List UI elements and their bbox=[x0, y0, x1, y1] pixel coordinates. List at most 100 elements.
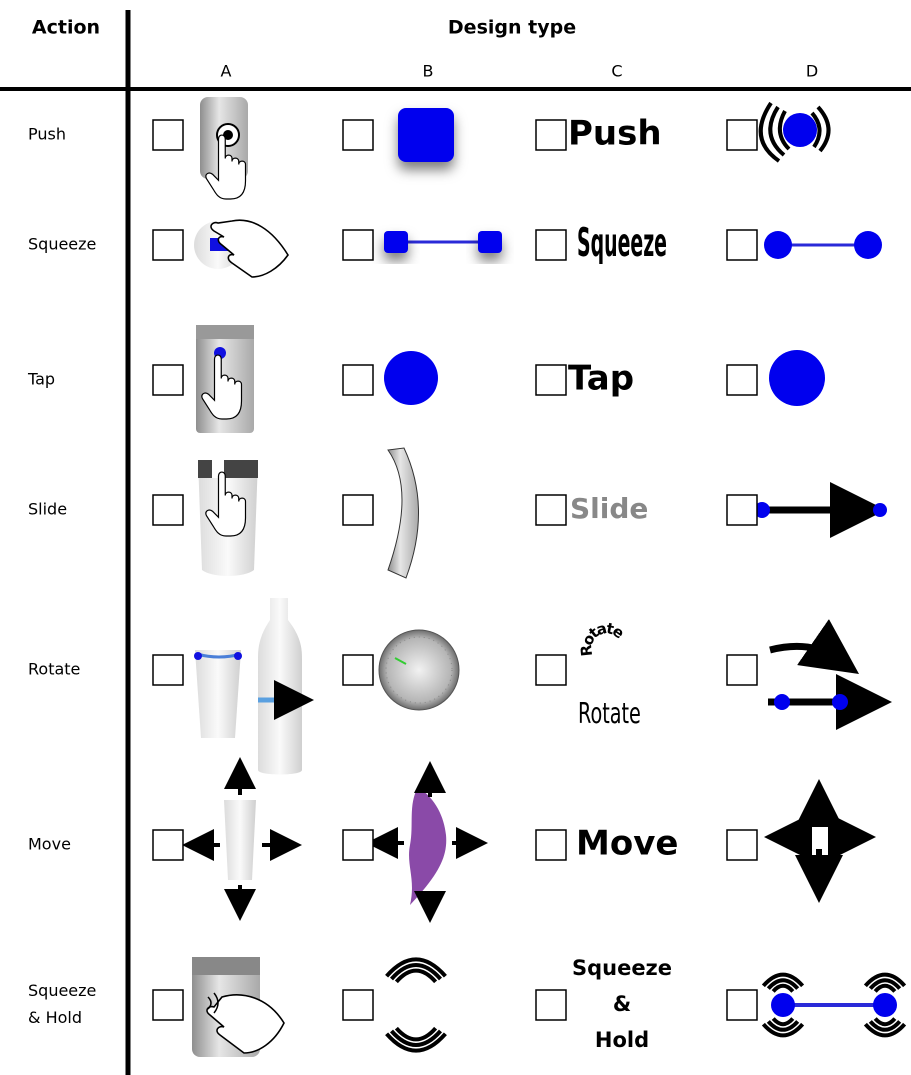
icon-d bbox=[761, 972, 907, 1038]
icon-shape bbox=[769, 619, 860, 674]
icon-shape bbox=[192, 957, 260, 975]
icon-shape bbox=[854, 231, 882, 259]
action-label: Push bbox=[28, 125, 66, 144]
checkbox bbox=[152, 364, 184, 396]
icon-shape bbox=[409, 787, 447, 905]
icon-shape bbox=[761, 972, 805, 988]
icon-shape bbox=[234, 652, 242, 660]
icon-b bbox=[384, 351, 438, 405]
action-label: Squeeze bbox=[28, 981, 96, 1000]
icon-d bbox=[768, 619, 892, 730]
checkbox bbox=[726, 829, 758, 861]
icon-shape bbox=[868, 978, 902, 990]
action-label: & Hold bbox=[28, 1008, 82, 1027]
icon-shape bbox=[810, 105, 831, 153]
icon-shape bbox=[394, 1026, 438, 1042]
icon-a bbox=[196, 325, 254, 433]
icon-shape bbox=[389, 1029, 443, 1047]
action-label: Tap bbox=[27, 370, 55, 389]
checkbox bbox=[726, 494, 758, 526]
icon-a bbox=[192, 957, 285, 1057]
icon-shape bbox=[224, 800, 256, 880]
c-label: Slide bbox=[570, 492, 648, 525]
icon-shape bbox=[764, 231, 792, 259]
c-label: Tap bbox=[568, 359, 634, 399]
checkbox bbox=[726, 229, 758, 261]
icon-b bbox=[384, 231, 502, 253]
checkbox bbox=[726, 654, 758, 686]
icon-shape bbox=[384, 351, 438, 405]
icon-shape bbox=[873, 1017, 897, 1027]
icon-shape bbox=[832, 694, 848, 710]
checkbox bbox=[342, 829, 374, 861]
checkbox bbox=[342, 654, 374, 686]
checkbox bbox=[535, 829, 567, 861]
column-letter: D bbox=[806, 62, 818, 81]
icon-shape bbox=[758, 101, 791, 163]
action-header: Action bbox=[32, 17, 100, 39]
icon-shape bbox=[774, 694, 790, 710]
icon-a bbox=[182, 757, 302, 921]
action-label: Slide bbox=[28, 500, 67, 519]
icon-a bbox=[194, 219, 289, 278]
action-label: Rotate bbox=[28, 660, 80, 679]
c-label: Push bbox=[568, 114, 662, 154]
icon-shape bbox=[868, 1020, 902, 1032]
action-label: Move bbox=[28, 835, 71, 854]
c-label: Hold bbox=[595, 1028, 649, 1052]
icon-shape bbox=[873, 993, 897, 1017]
icon-shape bbox=[210, 219, 289, 278]
checkbox bbox=[152, 229, 184, 261]
icon-shape bbox=[378, 629, 460, 711]
icon-b bbox=[387, 447, 419, 579]
c-curved-label-path: Rotate bbox=[577, 619, 628, 658]
icon-shape bbox=[766, 978, 800, 990]
c-curved-label: Rotate bbox=[577, 619, 628, 658]
icon-d bbox=[754, 482, 887, 538]
c-label: & bbox=[613, 992, 631, 1016]
icon-shape bbox=[771, 993, 795, 1017]
icon-b bbox=[378, 629, 460, 711]
checkbox bbox=[152, 829, 184, 861]
icon-shape bbox=[384, 231, 408, 253]
icon-shape bbox=[258, 598, 302, 775]
icon-shape bbox=[766, 1020, 800, 1032]
checkbox bbox=[152, 654, 184, 686]
checkbox bbox=[726, 989, 758, 1021]
checkbox bbox=[726, 364, 758, 396]
icon-d bbox=[764, 231, 882, 259]
icon-shape bbox=[761, 1022, 805, 1038]
c-label: Rotate bbox=[578, 696, 641, 730]
icon-shape bbox=[207, 992, 219, 1014]
design-type-header: Design type bbox=[448, 17, 576, 39]
checkbox bbox=[152, 494, 184, 526]
icon-shape bbox=[385, 636, 453, 704]
icon-shape bbox=[771, 1017, 795, 1027]
checkbox bbox=[535, 989, 567, 1021]
icon-a bbox=[200, 97, 248, 200]
icon-shape bbox=[385, 1032, 447, 1053]
icon-shape bbox=[394, 968, 438, 984]
icon-shape bbox=[873, 983, 897, 993]
icon-shape bbox=[769, 350, 825, 406]
icon-shape bbox=[771, 983, 795, 993]
c-label: Move bbox=[576, 824, 678, 864]
checkbox bbox=[342, 119, 374, 151]
icon-shape bbox=[385, 957, 447, 978]
checkbox bbox=[726, 119, 758, 151]
checkbox bbox=[535, 364, 567, 396]
checkbox bbox=[152, 119, 184, 151]
icon-d bbox=[758, 101, 831, 163]
icon-shape bbox=[398, 108, 454, 162]
icon-d bbox=[764, 779, 876, 903]
icon-shape bbox=[783, 113, 817, 147]
icon-b bbox=[366, 761, 488, 923]
icon-shape bbox=[873, 503, 887, 517]
column-letter: B bbox=[423, 62, 434, 81]
icon-shape bbox=[387, 447, 419, 579]
c-label: Squeeze bbox=[572, 956, 672, 980]
icon-d bbox=[769, 350, 825, 406]
checkbox bbox=[535, 494, 567, 526]
